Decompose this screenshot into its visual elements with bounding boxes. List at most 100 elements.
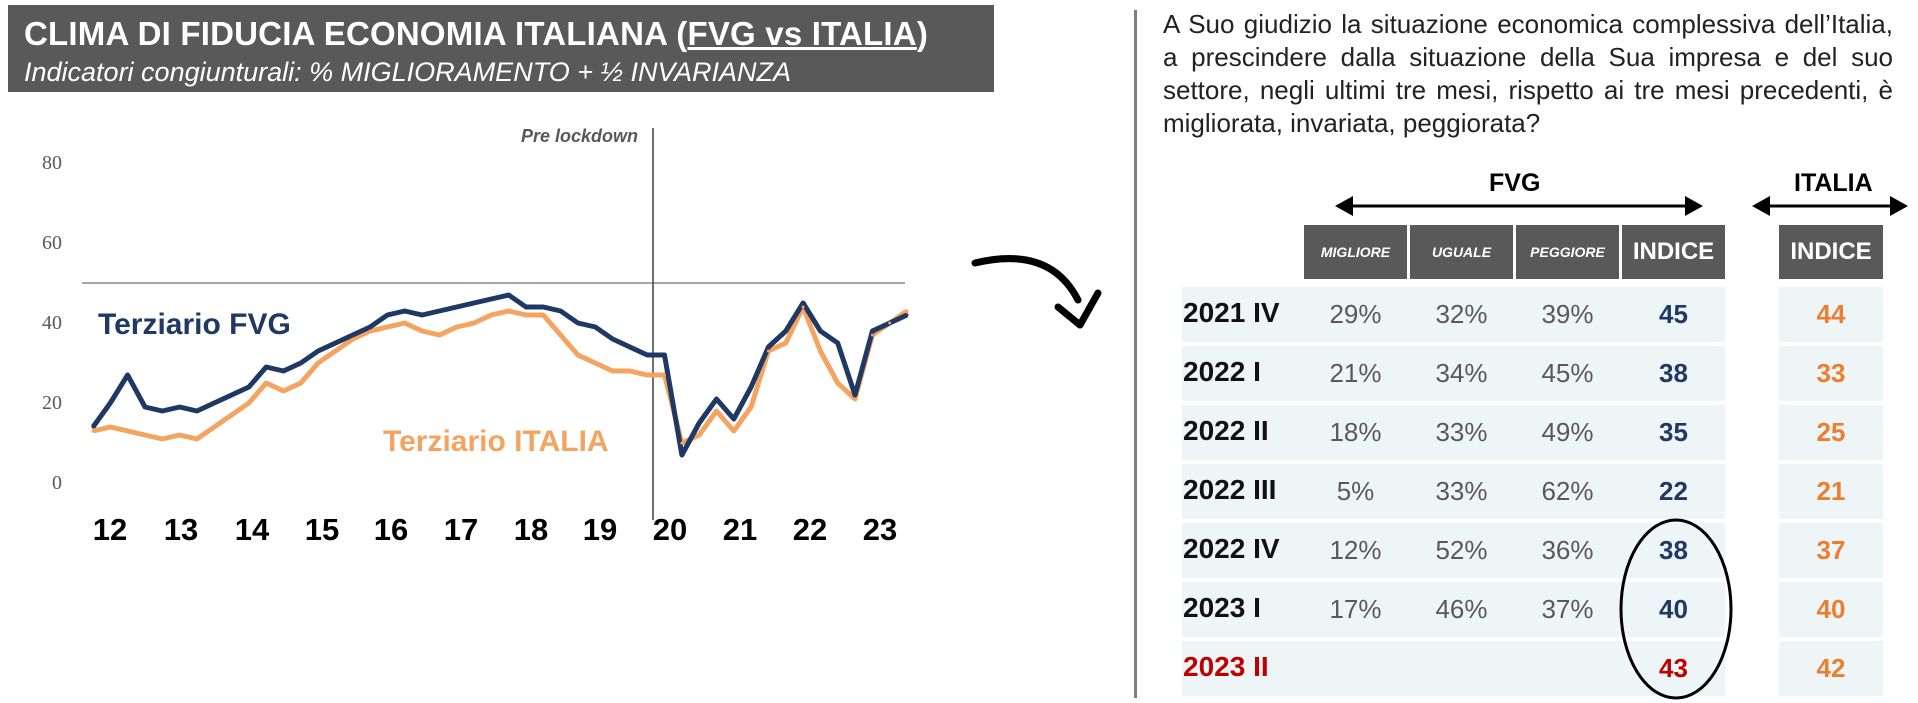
- row-label: 2022 III: [1183, 474, 1277, 505]
- data-point-italia: [195, 437, 199, 441]
- table-row-italia: [1779, 346, 1883, 401]
- cell-indice-fvg: 38: [1659, 535, 1688, 565]
- cell-peggiore: 39%: [1541, 299, 1594, 329]
- data-point-italia: [818, 349, 822, 353]
- x-tick-label: 22: [793, 512, 827, 547]
- data-point-fvg: [489, 297, 493, 301]
- row-label: 2023 II: [1183, 651, 1269, 682]
- cell-peggiore: 49%: [1541, 417, 1594, 447]
- y-tick-label: 60: [42, 232, 62, 254]
- data-point-italia: [333, 349, 337, 353]
- table-row-italia: [1779, 523, 1883, 578]
- vertical-divider: [1134, 10, 1137, 698]
- cell-indice-italia: 37: [1816, 535, 1846, 565]
- row-label: 2021 IV: [1183, 297, 1280, 328]
- row-label: 2022 I: [1183, 356, 1261, 387]
- data-point-italia: [593, 361, 597, 365]
- cell-peggiore: 37%: [1541, 594, 1594, 624]
- col-header-indice-italia: INDICE: [1779, 225, 1883, 279]
- data-point-fvg: [749, 385, 753, 389]
- cell-migliore: 18%: [1329, 417, 1382, 447]
- data-point-italia: [749, 405, 753, 409]
- cell-uguale: [1410, 641, 1513, 696]
- cell-indice-fvg: 45: [1659, 299, 1688, 329]
- page-title: CLIMA DI FIDUCIA ECONOMIA ITALIANA (FVG …: [24, 15, 929, 52]
- y-tick-label: 20: [42, 392, 62, 414]
- data-point-fvg: [818, 329, 822, 333]
- data-point-fvg: [714, 397, 718, 401]
- data-point-italia: [178, 433, 182, 437]
- data-point-italia: [108, 425, 112, 429]
- col-header-uguale: UGUALE: [1410, 225, 1513, 279]
- data-point-italia: [126, 429, 130, 433]
- data-point-italia: [524, 313, 528, 317]
- data-point-fvg: [160, 409, 164, 413]
- data-point-fvg: [385, 313, 389, 317]
- cell-indice-fvg: 43: [1659, 653, 1688, 683]
- data-point-italia: [628, 369, 632, 373]
- data-point-fvg: [541, 305, 545, 309]
- cell-indice-italia: 33: [1816, 358, 1846, 388]
- data-point-italia: [472, 321, 476, 325]
- data-point-fvg: [108, 401, 112, 405]
- data-point-italia: [611, 369, 615, 373]
- line-chart: 0 20 40 60 80 12 13 14 15 16 17 18 19 20 21 22 23 Pre l…: [42, 126, 909, 547]
- data-point-italia: [507, 309, 511, 313]
- x-tick-label: 20: [653, 512, 687, 547]
- cell-peggiore: 36%: [1541, 535, 1594, 565]
- data-point-italia: [576, 353, 580, 357]
- italia-span-arrow-icon: [1752, 196, 1908, 216]
- cell-indice-italia: 25: [1816, 417, 1846, 447]
- cell-indice-italia: 40: [1816, 594, 1846, 624]
- row-label: 2022 IV: [1183, 533, 1280, 564]
- data-point-italia: [870, 333, 874, 337]
- data-point-italia: [766, 349, 770, 353]
- data-point-italia: [264, 381, 268, 385]
- x-tick-label: 18: [514, 512, 548, 547]
- data-point-italia: [282, 389, 286, 393]
- data-point-italia: [905, 309, 909, 313]
- cell-uguale: 46%: [1435, 594, 1488, 624]
- cell-peggiore: 62%: [1541, 476, 1594, 506]
- data-point-fvg: [784, 329, 788, 333]
- data-point-italia: [888, 321, 892, 325]
- data-point-italia: [680, 441, 684, 445]
- data-point-fvg: [576, 321, 580, 325]
- data-point-italia: [403, 321, 407, 325]
- data-point-fvg: [663, 353, 667, 357]
- cell-indice-fvg: 40: [1659, 594, 1688, 624]
- data-point-italia: [299, 381, 303, 385]
- data-point-italia: [143, 433, 147, 437]
- curved-arrow-icon: [971, 255, 1102, 329]
- data-point-fvg: [870, 329, 874, 333]
- table-row: [1182, 582, 1725, 637]
- data-point-fvg: [559, 309, 563, 313]
- data-point-italia: [714, 409, 718, 413]
- cell-migliore: [1304, 641, 1407, 696]
- data-point-italia: [160, 437, 164, 441]
- data-point-fvg: [766, 345, 770, 349]
- cell-uguale: 52%: [1435, 535, 1488, 565]
- data-point-fvg: [178, 405, 182, 409]
- cell-migliore: 12%: [1329, 535, 1382, 565]
- table-row-italia: [1779, 582, 1883, 637]
- data-point-italia: [853, 397, 857, 401]
- cell-migliore: 21%: [1329, 358, 1382, 388]
- data-point-fvg: [282, 369, 286, 373]
- data-point-fvg: [316, 349, 320, 353]
- col-header-indice-fvg: INDICE: [1622, 225, 1725, 279]
- data-point-italia: [663, 373, 667, 377]
- data-point-fvg: [524, 305, 528, 309]
- x-tick-label: 23: [863, 512, 897, 547]
- page-subtitle: Indicatori congiunturali: % MIGLIORAMENT…: [24, 57, 792, 87]
- data-point-fvg: [593, 325, 597, 329]
- data-point-fvg: [264, 365, 268, 369]
- title-banner: CLIMA DI FIDUCIA ECONOMIA ITALIANA (FVG …: [8, 5, 994, 92]
- data-point-fvg: [836, 341, 840, 345]
- series-line-terziario-italia: [92, 304, 909, 446]
- data-point-fvg: [333, 341, 337, 345]
- x-tick-label: 14: [235, 512, 270, 547]
- group-label-italia: ITALIA: [1794, 169, 1873, 197]
- data-point-italia: [212, 425, 216, 429]
- cell-indice-italia: 21: [1816, 476, 1846, 506]
